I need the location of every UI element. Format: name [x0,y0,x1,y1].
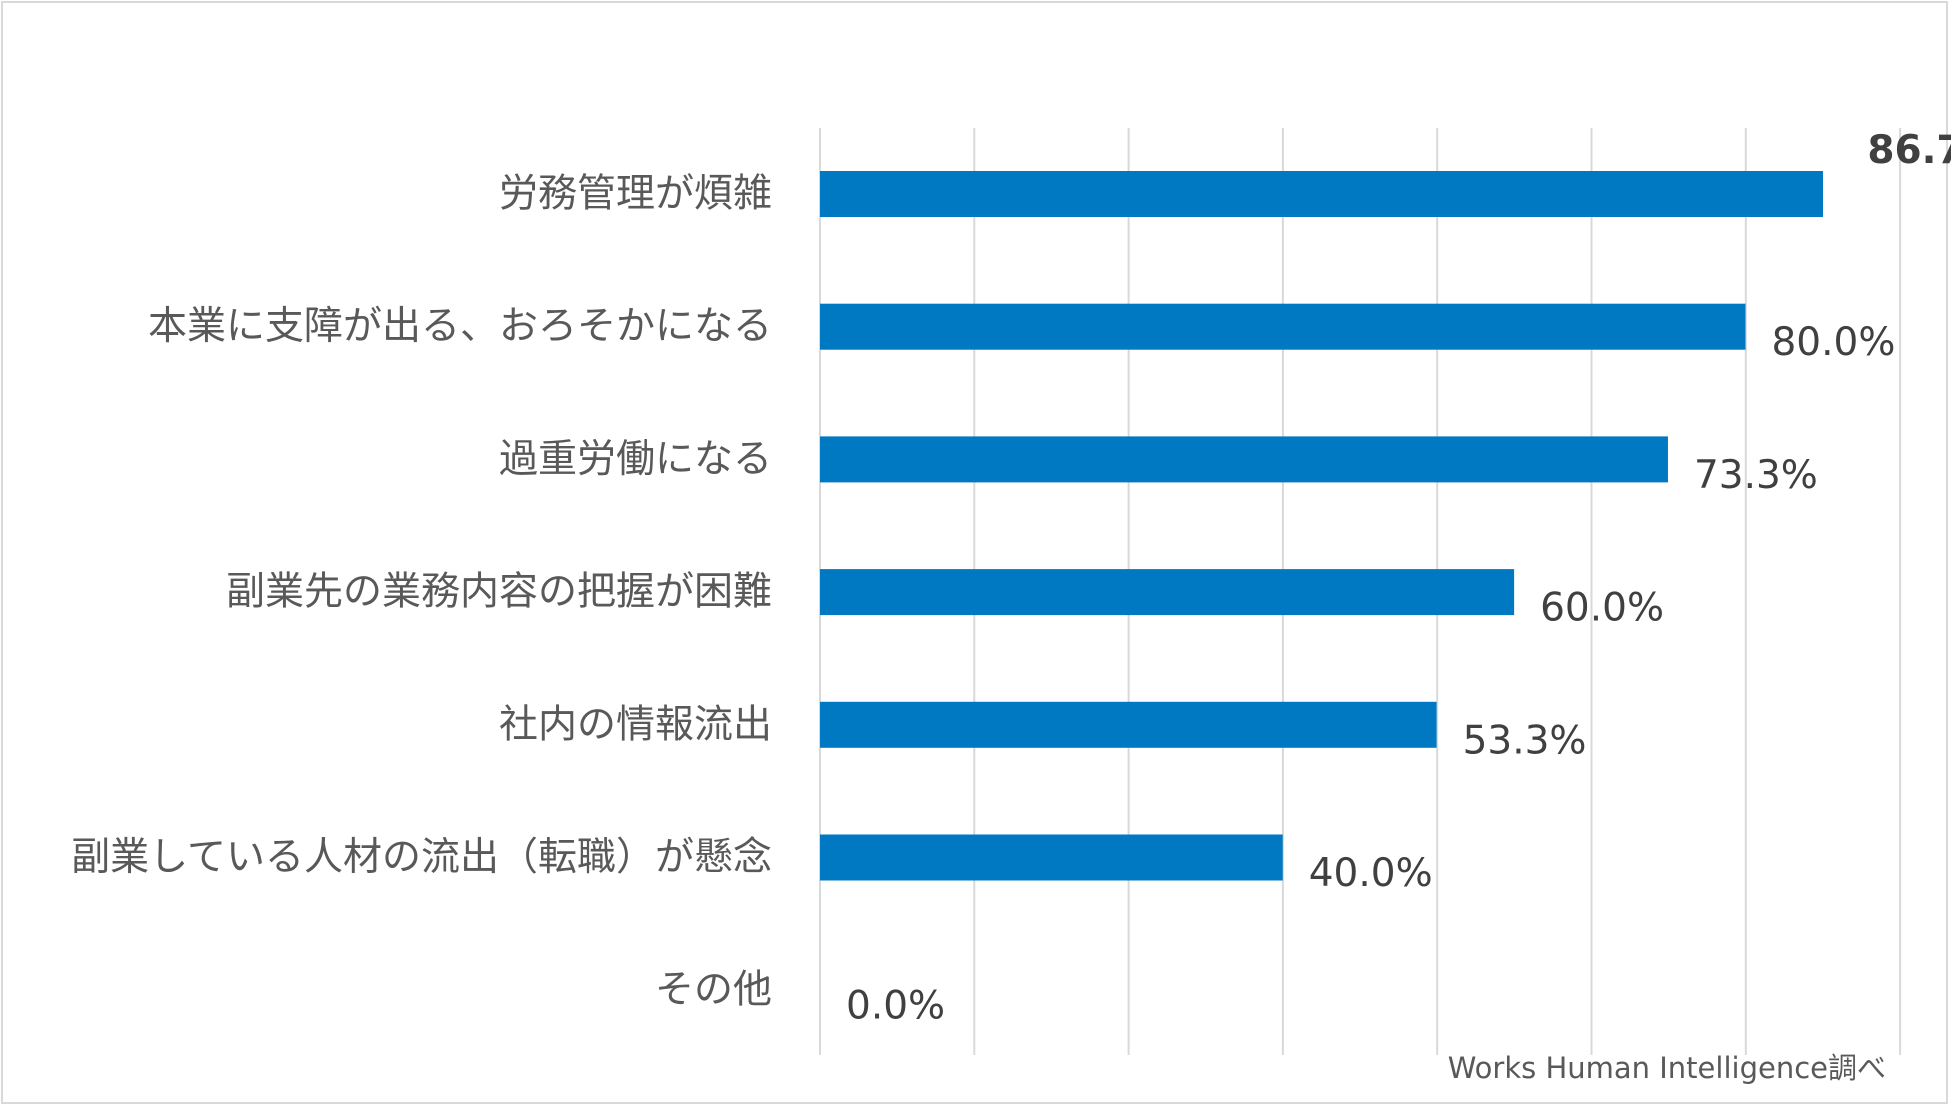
value-label: 80.0% [1771,320,1895,365]
category-label: 社内の情報流出 [499,702,772,747]
category-label: その他 [655,968,772,1013]
source-note: Works Human Intelligence調べ [1447,1051,1886,1085]
category-label: 労務管理が煩雑 [499,172,772,217]
value-labels: 86.7% 80.0% 73.3% 60.0% 53.3% 40.0% 0.0% [846,128,1951,1029]
value-label: 60.0% [1540,586,1664,631]
bar [820,171,1823,217]
bar [820,436,1668,483]
value-label: 40.0% [1309,851,1433,896]
category-label: 副業している人材の流出（転職）が懸念 [71,835,772,880]
bars [820,171,1823,881]
bar [820,569,1515,616]
value-label: 53.3% [1463,718,1587,763]
value-label: 73.3% [1694,453,1818,498]
category-label: 副業先の業務内容の把握が困難 [226,570,772,615]
bar [820,303,1746,350]
bar [820,834,1283,881]
value-label: 86.7% [1867,128,1951,173]
category-labels: 労務管理が煩雑本業に支障が出る、おろそかになる過重労働になる副業先の業務内容の把… [71,172,772,1013]
category-label: 過重労働になる [499,437,772,482]
value-label: 0.0% [846,984,945,1029]
bar [820,701,1437,748]
category-label: 本業に支障が出る、おろそかになる [148,304,772,349]
